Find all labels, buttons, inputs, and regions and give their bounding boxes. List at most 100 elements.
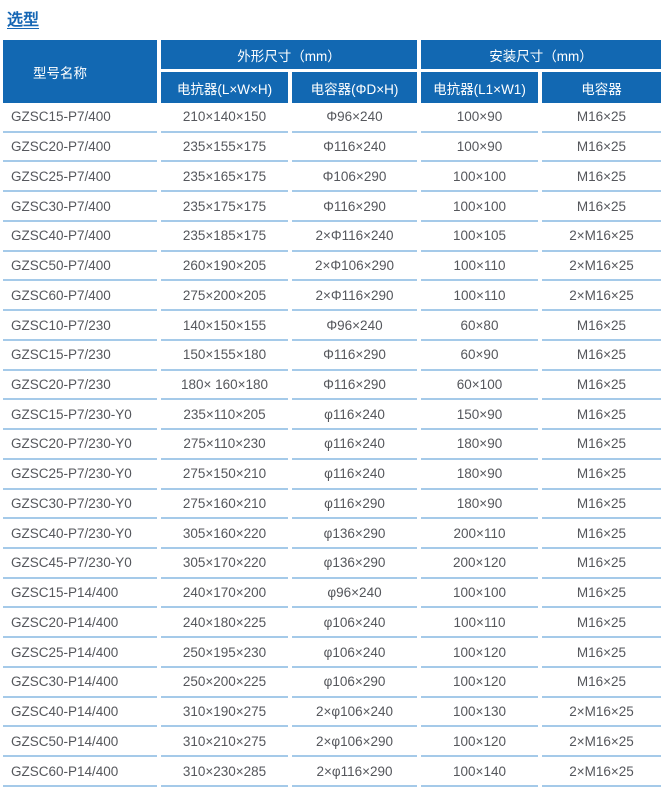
capacitor-dh-cell: 2×φ106×240 [292,698,417,728]
reactor-lwh-cell: 235×110×205 [161,400,288,431]
capacitor-cell: M16×25 [542,490,661,520]
table-body: GZSC15-P7/400 210×140×150 Φ96×240 100×90 M16… [3,103,661,787]
capacitor-dh-cell: 2×Φ106×290 [292,252,417,282]
reactor-l1w1-cell: 180×90 [421,430,538,460]
model-cell: GZSC15-P14/400 [3,579,157,609]
model-cell: GZSC15-P7/400 [3,103,157,133]
reactor-l1w1-cell: 150×90 [421,400,538,431]
reactor-lwh-cell: 140×150×155 [161,311,288,341]
table-row: GZSC30-P7/230-Y0 275×160×210 φ116×290 180×9… [3,490,661,520]
reactor-lwh-cell: 210×140×150 [161,103,288,133]
reactor-l1w1-cell: 100×110 [421,252,538,282]
capacitor-dh-cell: 2×φ106×290 [292,727,417,758]
reactor-lwh-cell: 250×195×230 [161,638,288,668]
capacitor-cell: M16×25 [542,608,661,639]
capacitor-cell: M16×25 [542,103,661,133]
model-cell: GZSC20-P7/230 [3,371,157,401]
capacitor-cell: M16×25 [542,519,661,550]
capacitor-cell: 2×M16×25 [542,757,661,787]
model-cell: GZSC50-P14/400 [3,727,157,758]
capacitor-dh-cell: φ106×240 [292,608,417,639]
model-cell: GZSC20-P14/400 [3,608,157,639]
capacitor-dh-cell: φ116×290 [292,490,417,520]
capacitor-cell: M16×25 [542,668,661,698]
reactor-lwh-cell: 240×170×200 [161,579,288,609]
reactor-l1w1-cell: 180×90 [421,460,538,490]
model-cell: GZSC25-P7/230-Y0 [3,460,157,490]
capacitor-dh-cell: φ116×240 [292,430,417,460]
table-row: GZSC15-P7/400 210×140×150 Φ96×240 100×90 M16… [3,103,661,133]
capacitor-dh-cell: 2×Φ116×290 [292,281,417,312]
reactor-l1w1-cell: 60×80 [421,311,538,341]
reactor-l1w1-cell: 100×105 [421,222,538,252]
table-row: GZSC15-P7/230 150×155×180 Φ116×290 60×90 M16… [3,341,661,371]
table-row: GZSC25-P7/400 235×165×175 Φ106×290 100×100 M… [3,162,661,193]
reactor-l1w1-cell: 100×120 [421,727,538,758]
reactor-lwh-cell: 275×150×210 [161,460,288,490]
capacitor-dh-cell: 2×φ116×290 [292,757,417,787]
reactor-l1w1-cell: 180×90 [421,490,538,520]
reactor-l1w1-cell: 100×130 [421,698,538,728]
model-cell: GZSC30-P7/400 [3,192,157,222]
capacitor-dh-cell: φ136×290 [292,519,417,550]
model-cell: GZSC25-P14/400 [3,638,157,668]
table-row: GZSC60-P14/400 310×230×285 2×φ116×290 100×1… [3,757,661,787]
capacitor-dh-cell: φ136×290 [292,549,417,579]
capacitor-cell: M16×25 [542,192,661,222]
capacitor-cell: M16×25 [542,549,661,579]
table-row: GZSC10-P7/230 140×150×155 Φ96×240 60×80 M16×… [3,311,661,341]
table-row: GZSC15-P14/400 240×170×200 φ96×240 100×100 M… [3,579,661,609]
reactor-l1w1-cell: 60×100 [421,371,538,401]
reactor-lwh-cell: 235×165×175 [161,162,288,193]
table-row: GZSC30-P14/400 250×200×225 φ106×290 100×120… [3,668,661,698]
table-row: GZSC45-P7/230-Y0 305×170×220 φ136×290 200×1… [3,549,661,579]
capacitor-cell: M16×25 [542,371,661,401]
capacitor-dh-cell: Φ116×290 [292,371,417,401]
reactor-l1w1-cell: 100×90 [421,133,538,163]
reactor-lwh-cell: 235×185×175 [161,222,288,252]
table-row: GZSC40-P7/230-Y0 305×160×220 φ136×290 200×1… [3,519,661,550]
table-row: GZSC20-P7/400 235×155×175 Φ116×240 100×90 M1… [3,133,661,163]
header-group-installation-dimensions: 安装尺寸（mm） [421,40,661,69]
table-row: GZSC50-P7/400 260×190×205 2×Φ106×290 100×11… [3,252,661,282]
header-reactor-l1w1: 电抗器(L1×W1) [421,72,538,103]
table-row: GZSC20-P7/230 180× 160×180 Φ116×290 60×100 M… [3,371,661,401]
model-cell: GZSC30-P14/400 [3,668,157,698]
model-cell: GZSC15-P7/230 [3,341,157,371]
capacitor-dh-cell: φ116×240 [292,460,417,490]
page-title: 选型 [7,12,40,29]
model-cell: GZSC25-P7/400 [3,162,157,193]
capacitor-cell: M16×25 [542,133,661,163]
table-header: 型号名称 外形尺寸（mm） 安装尺寸（mm） 电抗器(L×W×H) 电容器(ΦD… [3,40,661,103]
table-row: GZSC20-P7/230-Y0 275×110×230 φ116×240 180×9… [3,430,661,460]
capacitor-dh-cell: Φ116×290 [292,192,417,222]
reactor-l1w1-cell: 60×90 [421,341,538,371]
table-row: GZSC15-P7/230-Y0 235×110×205 φ116×240 150×9… [3,400,661,431]
capacitor-dh-cell: φ106×240 [292,638,417,668]
table-row: GZSC25-P14/400 250×195×230 φ106×240 100×120… [3,638,661,668]
capacitor-dh-cell: 2×Φ116×240 [292,222,417,252]
reactor-lwh-cell: 150×155×180 [161,341,288,371]
model-cell: GZSC50-P7/400 [3,252,157,282]
reactor-l1w1-cell: 200×120 [421,549,538,579]
capacitor-cell: 2×M16×25 [542,252,661,282]
header-capacitor: 电容器 [542,72,661,103]
reactor-l1w1-cell: 200×110 [421,519,538,550]
reactor-lwh-cell: 235×175×175 [161,192,288,222]
capacitor-dh-cell: φ96×240 [292,579,417,609]
reactor-lwh-cell: 180× 160×180 [161,371,288,401]
reactor-l1w1-cell: 100×120 [421,668,538,698]
reactor-l1w1-cell: 100×100 [421,192,538,222]
capacitor-dh-cell: Φ96×240 [292,311,417,341]
capacitor-cell: 2×M16×25 [542,222,661,252]
reactor-lwh-cell: 260×190×205 [161,252,288,282]
header-capacitor-dh: 电容器(ΦD×H) [292,72,417,103]
table-row: GZSC20-P14/400 240×180×225 φ106×240 100×110… [3,608,661,639]
model-cell: GZSC40-P7/400 [3,222,157,252]
capacitor-cell: M16×25 [542,430,661,460]
header-model-name: 型号名称 [3,40,157,103]
capacitor-cell: 2×M16×25 [542,727,661,758]
model-cell: GZSC40-P14/400 [3,698,157,728]
capacitor-dh-cell: Φ116×240 [292,133,417,163]
